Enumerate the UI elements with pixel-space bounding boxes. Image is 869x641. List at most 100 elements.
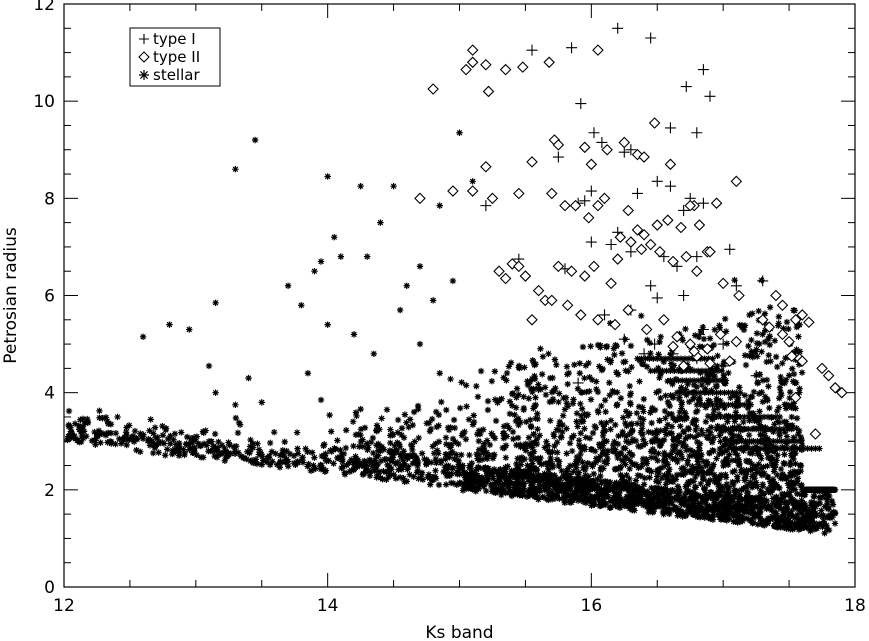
stellar-point — [394, 416, 402, 424]
stellar-point — [766, 504, 774, 511]
stellar-point — [610, 447, 617, 455]
stellar-point — [544, 442, 552, 449]
stellar-point — [729, 511, 736, 519]
stellar-point — [776, 395, 783, 402]
stellar-point — [755, 512, 762, 520]
stellar-point — [105, 420, 112, 427]
stellar-point — [655, 479, 662, 486]
stellar-point — [729, 478, 736, 486]
stellar-point — [778, 514, 785, 522]
type-I-point — [651, 175, 663, 187]
stellar-point — [725, 389, 732, 396]
stellar-point — [438, 398, 445, 406]
stellar-point — [655, 351, 662, 358]
stellar-point — [798, 491, 805, 499]
stellar-point — [531, 476, 539, 484]
stellar-point — [535, 496, 542, 503]
stellar-point — [443, 441, 450, 448]
stellar-point — [683, 367, 690, 375]
stellar-point — [755, 496, 762, 504]
stellar-point — [581, 425, 588, 432]
stellar-point — [369, 434, 377, 442]
stellar-point — [745, 425, 752, 433]
stellar-point — [614, 440, 622, 448]
stellar-point — [645, 508, 652, 516]
stellar-point — [499, 488, 507, 495]
stellar-point — [553, 361, 560, 369]
type-II-point — [466, 44, 479, 56]
stellar-point — [221, 444, 228, 452]
stellar-point — [758, 503, 766, 510]
stellar-point — [799, 502, 806, 510]
stellar-point — [585, 473, 593, 480]
stellar-point — [781, 460, 788, 468]
stellar-point — [789, 438, 797, 445]
stellar-point — [126, 422, 133, 429]
stellar-point — [585, 477, 593, 485]
stellar-point — [721, 425, 728, 433]
stellar-point — [550, 485, 558, 493]
stellar-point — [734, 473, 741, 480]
stellar-point — [603, 451, 610, 458]
stellar-point — [503, 422, 511, 429]
stellar-point — [702, 377, 710, 384]
stellar-point — [607, 320, 614, 327]
stellar-point — [743, 515, 751, 522]
stellar-point — [373, 453, 380, 460]
stellar-point — [695, 333, 703, 341]
stellar-point — [582, 499, 590, 507]
stellar-point — [515, 391, 522, 398]
stellar-point — [673, 389, 681, 396]
stellar-point — [466, 482, 473, 490]
stellar-point — [651, 406, 659, 414]
stellar-point — [534, 410, 541, 417]
stellar-point — [711, 495, 719, 502]
stellar-point — [709, 355, 716, 362]
stellar-point — [667, 494, 675, 502]
stellar-point — [736, 498, 743, 506]
stellar-point — [620, 458, 627, 465]
stellar-point — [191, 444, 198, 452]
stellar-point — [775, 313, 783, 320]
stellar-point — [683, 377, 690, 384]
stellar-point — [803, 517, 811, 525]
stellar-point — [711, 506, 718, 514]
stellar-point — [626, 457, 634, 464]
stellar-point — [360, 463, 368, 470]
stellar-point — [583, 494, 590, 502]
stellar-point — [541, 487, 548, 494]
stellar-point — [758, 277, 765, 284]
stellar-point — [789, 526, 796, 533]
stellar-point — [525, 442, 533, 449]
stellar-point — [768, 445, 776, 452]
stellar-point — [614, 371, 622, 378]
stellar-point — [736, 512, 744, 520]
stellar-point — [663, 506, 670, 513]
stellar-point — [96, 429, 104, 437]
stellar-point — [753, 503, 761, 511]
type-II-point — [526, 314, 538, 326]
stellar-point — [537, 454, 544, 462]
stellar-point — [710, 411, 717, 418]
stellar-point — [544, 495, 551, 503]
type-II-point — [499, 63, 512, 76]
stellar-point — [511, 411, 518, 418]
stellar-point — [547, 458, 555, 466]
stellar-point — [668, 430, 675, 437]
stellar-point — [756, 413, 764, 421]
stellar-point — [551, 442, 558, 450]
stellar-point — [681, 389, 689, 396]
stellar-point — [736, 516, 743, 523]
stellar-point — [654, 484, 662, 492]
stellar-point — [169, 450, 176, 458]
stellar-point — [771, 482, 779, 489]
type-II-point — [622, 304, 635, 316]
stellar-point — [463, 403, 470, 410]
stellar-point — [164, 446, 171, 453]
stellar-point — [713, 425, 720, 433]
stellar-point — [701, 498, 708, 505]
stellar-point — [118, 440, 125, 447]
stellar-point — [358, 462, 366, 469]
stellar-point — [545, 350, 552, 358]
stellar-point — [626, 485, 633, 492]
